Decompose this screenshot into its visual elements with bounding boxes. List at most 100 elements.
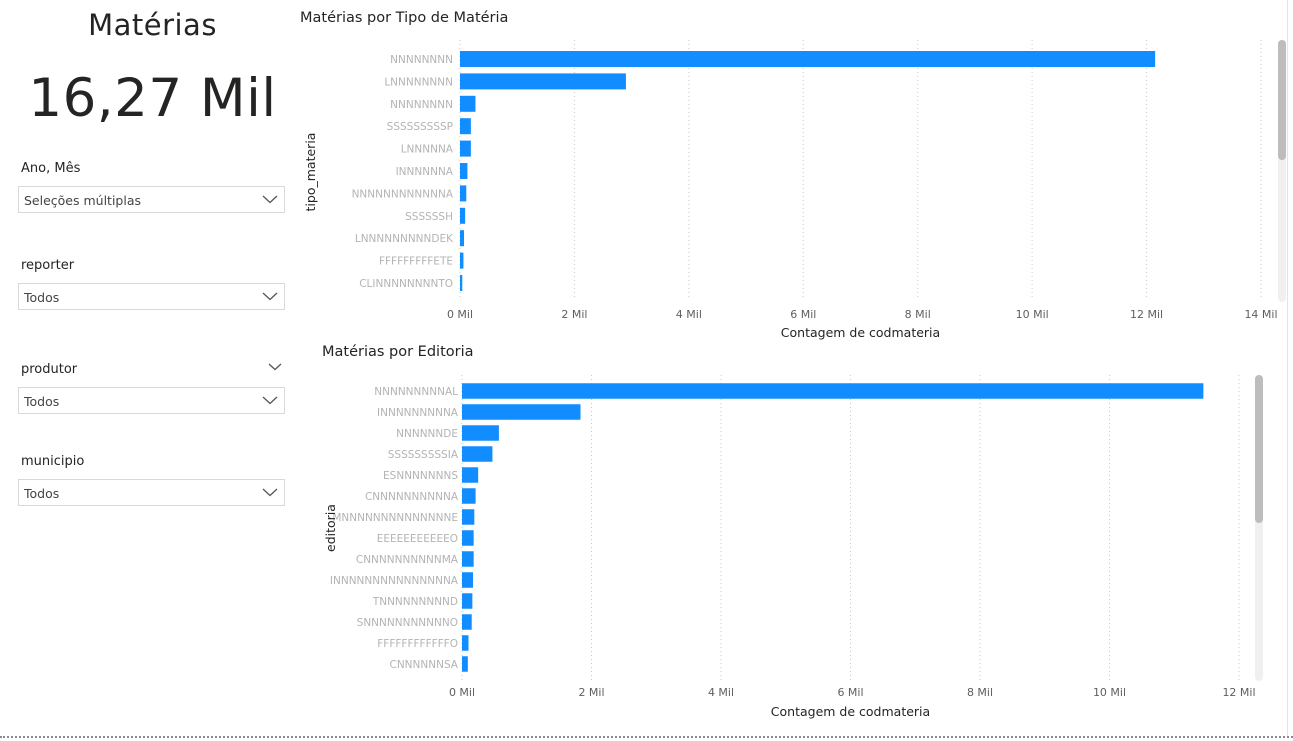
category-label: SSSSSSSSSIA: [388, 449, 459, 461]
bar[interactable]: [460, 163, 468, 179]
category-label: INNNNNNNNNA: [377, 407, 459, 419]
bar[interactable]: [462, 488, 476, 504]
bar[interactable]: [462, 635, 469, 651]
bar[interactable]: [462, 572, 474, 588]
bar[interactable]: [460, 140, 471, 157]
bar[interactable]: [462, 656, 468, 672]
x-tick-label: 10 Mil: [1093, 686, 1126, 699]
x-tick-label: 8 Mil: [967, 686, 993, 699]
category-label: SSSSSSH: [405, 211, 453, 223]
bar[interactable]: [460, 275, 463, 291]
bar[interactable]: [462, 383, 1204, 399]
chevron-down-icon: [262, 394, 278, 406]
x-tick-label: 0 Mil: [449, 686, 475, 699]
category-label: NNNNNNDE: [396, 428, 458, 440]
category-label: INNNNNNNNNNNNNNNA: [330, 575, 459, 587]
category-label: INNNNNNA: [396, 166, 454, 178]
x-tick-label: 10 Mil: [1016, 308, 1049, 321]
category-label: CNNNNNNNNNNA: [365, 491, 459, 503]
bar[interactable]: [460, 252, 464, 269]
category-label: CNNNNNNSA: [389, 659, 458, 671]
bar[interactable]: [462, 467, 479, 483]
x-tick-label: 12 Mil: [1130, 308, 1163, 321]
category-label: EEEEEEEEEEEO: [377, 533, 458, 545]
bar[interactable]: [462, 551, 474, 567]
chevron-down-icon: [262, 290, 278, 302]
category-label: NNNNNNNN: [390, 54, 453, 66]
category-label: LNNNNNNNN: [384, 76, 453, 88]
x-tick-label: 4 Mil: [676, 308, 702, 321]
category-label: TNNNNNNNNND: [372, 596, 458, 608]
bar[interactable]: [460, 118, 471, 135]
bar[interactable]: [462, 530, 474, 546]
chevron-down-icon: [262, 486, 278, 498]
category-label: SNNNNNNNNNNNO: [357, 617, 458, 629]
slicer-value: Seleções múltiplas: [24, 193, 142, 208]
x-tick-label: 4 Mil: [708, 686, 734, 699]
slicer-value: Todos: [24, 290, 60, 305]
slicer-ano-mes: Ano, Mês Seleções múltiplas: [18, 160, 285, 213]
bar[interactable]: [462, 425, 499, 441]
chart-title-editoria: Matérias por Editoria: [322, 344, 474, 360]
slicer-dropdown-ano-mes[interactable]: Seleções múltiplas: [18, 186, 285, 213]
bar[interactable]: [460, 51, 1156, 67]
slicer-dropdown-municipio[interactable]: Todos: [18, 479, 285, 506]
x-tick-label: 12 Mil: [1222, 686, 1255, 699]
bar[interactable]: [462, 614, 472, 630]
bar-chart-tipo-materia: 0 Mil 2 Mil 4 Mil 6 Mil 8 Mil 10 Mil 12 Mil 14 …: [303, 40, 1286, 340]
card-title: Matérias: [88, 8, 217, 42]
category-label: FFFFFFFFFFFFO: [377, 638, 458, 650]
slicer-municipio: municipio Todos: [18, 453, 285, 506]
scrollbar-thumb[interactable]: [1278, 40, 1286, 160]
category-label: MNNNNNNNNNNNNNNE: [332, 512, 458, 524]
bar[interactable]: [460, 230, 465, 247]
x-tick-label: 6 Mil: [790, 308, 816, 321]
bar[interactable]: [460, 73, 626, 90]
slicer-dropdown-reporter[interactable]: Todos: [18, 283, 285, 310]
bar[interactable]: [462, 509, 475, 525]
chevron-down-icon[interactable]: [268, 361, 282, 373]
x-tick-label: 8 Mil: [905, 308, 931, 321]
category-label: FFFFFFFFFETE: [379, 256, 453, 268]
x-tick-label: 2 Mil: [561, 308, 587, 321]
x-axis-title: Contagem de codmateria: [771, 704, 930, 719]
bar-chart-editoria: 0 Mil 2 Mil 4 Mil 6 Mil 8 Mil 10 Mil 12 Mil NNN…: [323, 375, 1263, 719]
bar[interactable]: [462, 404, 581, 420]
category-label: NNNNNNNN: [390, 99, 453, 111]
card-value: 16,27 Mil: [28, 68, 277, 129]
slicer-value: Todos: [24, 394, 60, 409]
page-bottom-divider: [0, 736, 1293, 738]
x-tick-label: 0 Mil: [447, 308, 473, 321]
x-axis-title: Contagem de codmateria: [781, 325, 940, 340]
bar[interactable]: [460, 95, 476, 112]
slicer-reporter: reporter Todos: [18, 257, 285, 310]
category-label: CNNNNNNNNNNMA: [356, 554, 459, 566]
page-edge-divider: [1287, 0, 1288, 736]
category-label: NNNNNNNNNAL: [374, 386, 458, 398]
y-axis-title: editoria: [323, 504, 338, 552]
scrollbar-thumb[interactable]: [1255, 375, 1263, 523]
bar[interactable]: [462, 593, 473, 609]
chart-title-tipo-materia: Matérias por Tipo de Matéria: [300, 10, 509, 26]
slicer-produtor: produtor Todos: [18, 361, 285, 414]
slicer-dropdown-produtor[interactable]: Todos: [18, 387, 285, 414]
category-label: ESNNNNNNNS: [383, 470, 458, 482]
category-label: CLINNNNNNNNTO: [359, 278, 453, 290]
category-label: LNNNNNNNNNDEK: [355, 233, 454, 245]
x-tick-label: 2 Mil: [578, 686, 604, 699]
bar[interactable]: [460, 185, 467, 202]
slicer-label: produtor: [21, 362, 78, 377]
slicer-label: Ano, Mês: [21, 161, 81, 176]
bar[interactable]: [462, 446, 493, 462]
slicer-label: reporter: [21, 258, 75, 273]
x-tick-label: 14 Mil: [1244, 308, 1277, 321]
chevron-down-icon: [262, 193, 278, 205]
x-tick-label: 6 Mil: [837, 686, 863, 699]
category-label: LNNNNNA: [401, 144, 454, 156]
y-axis-title: tipo_materia: [303, 133, 318, 212]
bar[interactable]: [460, 207, 466, 224]
category-label: NNNNNNNNNNNNA: [352, 188, 454, 200]
slicer-label: municipio: [21, 454, 85, 469]
slicer-value: Todos: [24, 486, 60, 501]
